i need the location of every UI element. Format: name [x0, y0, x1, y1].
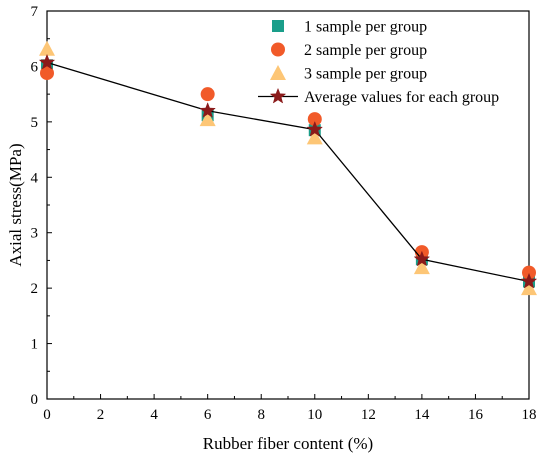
legend-label: 3 sample per group	[304, 66, 427, 83]
plot-frame	[46, 10, 530, 400]
circle-point	[522, 265, 536, 280]
circle-point	[200, 87, 215, 102]
star-point	[306, 120, 324, 137]
y-tick-label: 0	[31, 392, 39, 408]
series-2	[39, 40, 537, 296]
circle-point	[307, 112, 322, 127]
x-tick-label: 6	[204, 407, 212, 423]
triangle-point	[413, 259, 430, 275]
series-3	[38, 53, 538, 289]
triangle-point	[521, 280, 537, 296]
x-tick-label: 8	[257, 407, 265, 423]
legend-item: 3 sample per group	[270, 65, 427, 83]
y-tick-label: 4	[31, 170, 39, 186]
x-tick-label: 10	[307, 407, 322, 423]
x-tick-label: 4	[150, 407, 158, 423]
legend-square-icon	[272, 20, 284, 32]
legend-item: 2 sample per group	[271, 42, 427, 59]
legend-item: Average values for each group	[258, 87, 499, 106]
x-axis-title: Rubber fiber content (%)	[203, 434, 373, 453]
legend-item: 1 sample per group	[272, 19, 427, 36]
legend-circle-icon	[271, 42, 285, 57]
y-tick-label: 2	[31, 281, 39, 297]
star-point	[38, 53, 56, 70]
data-layer	[38, 40, 538, 296]
x-tick-label: 16	[468, 407, 484, 423]
y-tick-label: 1	[31, 337, 39, 353]
x-tick-label: 14	[414, 407, 430, 423]
x-tick-label: 12	[361, 407, 376, 423]
star-point	[199, 102, 216, 118]
legend-label: 1 sample per group	[304, 19, 427, 36]
x-tick-label: 2	[97, 407, 105, 423]
star-point	[520, 272, 538, 289]
legend-star-icon	[269, 87, 287, 104]
triangle-point	[306, 129, 323, 145]
y-tick-label: 3	[31, 226, 39, 242]
circle-point	[40, 66, 54, 81]
triangle-point	[199, 111, 216, 127]
star-point	[413, 250, 431, 267]
legend-label: 2 sample per group	[304, 42, 427, 59]
y-tick-label: 6	[31, 59, 39, 75]
legend-label: Average values for each group	[304, 89, 499, 106]
x-tick-label: 18	[522, 407, 537, 423]
legend-triangle-icon	[270, 65, 286, 80]
legend: 1 sample per group 2 sample per group 3 sa…	[258, 19, 499, 106]
triangle-point	[39, 40, 55, 56]
y-tick-label: 7	[31, 4, 39, 20]
y-tick-label: 5	[31, 115, 39, 131]
x-tick-label: 0	[43, 407, 51, 423]
y-axis-title: Axial stress(MPa)	[6, 143, 25, 266]
series-1	[40, 66, 536, 280]
plot-area	[46, 10, 530, 400]
